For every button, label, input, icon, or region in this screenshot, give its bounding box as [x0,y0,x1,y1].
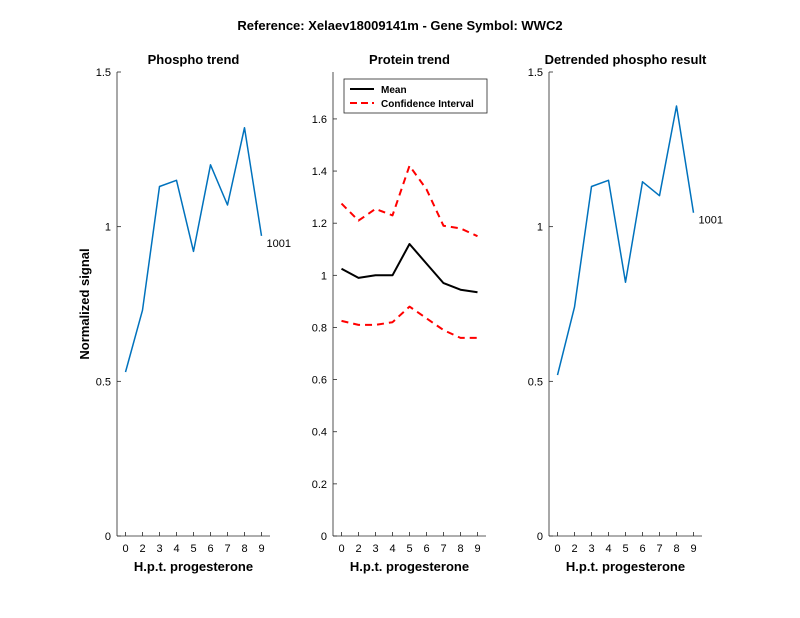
phospho-trend-y-tick-label: 1 [105,222,111,234]
protein-trend-x-tick-label: 9 [474,543,480,555]
protein-trend-legend-box [343,78,488,114]
phospho-trend-y-tick-label: 0.5 [96,376,111,388]
protein-trend-y-tick-label: 0.2 [312,479,327,491]
protein-trend-x-tick-label: 4 [389,543,395,555]
protein-trend-series-line-0 [341,243,478,294]
detrended-phospho-end-annotation: 1001 [699,215,723,227]
detrended-phospho-x-label: H.p.t. progesterone [566,559,685,574]
phospho-trend-x-tick-label: 6 [207,543,213,555]
protein-trend-x-tick-label: 0 [338,543,344,555]
phospho-trend-y-label: Normalized signal [77,248,92,359]
phospho-trend-x-tick-label: 8 [241,543,247,555]
detrended-phospho-x-tick-label: 5 [622,543,628,555]
detrended-phospho-x-tick-label: 4 [605,543,611,555]
protein-trend-y-tick-label: 0.6 [312,375,327,387]
protein-trend-x-tick-label: 8 [457,543,463,555]
detrended-phospho-y-tick-label: 1 [537,222,543,234]
phospho-trend-x-tick-label: 3 [156,543,162,555]
phospho-trend-y-tick-label: 0 [105,531,111,543]
protein-trend-legend: Mean Confidence Interval [343,78,488,114]
protein-trend-series-line-2 [341,305,478,339]
detrended-phospho-x-tick-label: 9 [690,543,696,555]
protein-trend-x-tick-label: 3 [372,543,378,555]
protein-trend-y-tick-label: 0 [321,531,327,543]
detrended-phospho-x-tick-label: 7 [656,543,662,555]
phospho-trend-x-label: H.p.t. progesterone [134,559,253,574]
detrended-phospho-title: Detrended phospho result [545,52,707,67]
protein-trend-x-tick-label: 6 [423,543,429,555]
protein-trend-x-label: H.p.t. progesterone [350,559,469,574]
protein-trend-axes: 00.20.40.60.811.21.41.60 2 3 4 5 6 7 8 9Protein … [312,52,488,574]
phospho-trend-x-tick-label: 0 [122,543,128,555]
phospho-trend-series-line-0 [124,126,263,373]
protein-trend-y-tick-label: 0.8 [312,322,327,334]
protein-trend-y-tick-label: 1.6 [312,114,327,126]
protein-trend-title: Protein trend [369,52,450,67]
protein-trend-y-tick-label: 1 [321,270,327,282]
protein-trend-x-tick-label: 2 [355,543,361,555]
protein-trend-y-tick-label: 1.2 [312,218,327,230]
detrended-phospho-x-tick-label: 3 [588,543,594,555]
figure-suptitle: Reference: Xelaev18009141m - Gene Symbol… [237,18,562,33]
phospho-trend-x-tick-label: 4 [173,543,179,555]
detrended-phospho-x-tick-label: 6 [639,543,645,555]
detrended-phospho-series-line-0 [556,105,695,376]
detrended-phospho-y-tick-label: 0 [537,531,543,543]
detrended-phospho-x-tick-label: 8 [673,543,679,555]
detrended-phospho-x-tick-label: 2 [571,543,577,555]
protein-trend-series-line-1 [340,164,478,238]
protein-trend-x-tick-label: 5 [406,543,412,555]
phospho-trend-x-tick-label: 5 [190,543,196,555]
protein-trend-legend-label: Mean [381,85,407,96]
phospho-trend-x-tick-label: 9 [258,543,264,555]
phospho-trend-x-tick-label: 7 [224,543,230,555]
phospho-trend-x-tick-label: 2 [139,543,145,555]
phospho-trend-end-annotation: 1001 [267,238,291,250]
protein-trend-legend-label: Confidence Interval [381,99,474,110]
phospho-trend-title: Phospho trend [148,52,240,67]
phospho-trend-y-tick-label: 1.5 [96,67,111,79]
protein-trend-y-tick-label: 0.4 [312,427,327,439]
protein-trend-y-tick-label: 1.4 [312,166,327,178]
protein-trend-x-tick-label: 7 [440,543,446,555]
detrended-phospho-y-tick-label: 1.5 [528,67,543,79]
detrended-phospho-x-tick-label: 0 [554,543,560,555]
detrended-phospho-y-tick-label: 0.5 [528,376,543,388]
